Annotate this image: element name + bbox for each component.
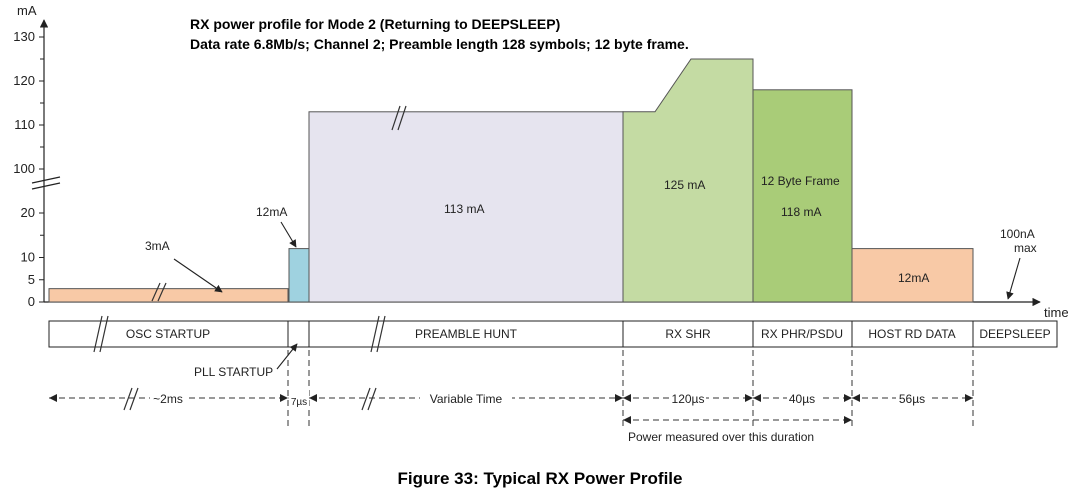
x-axis-label: time	[1044, 305, 1069, 320]
break-marks	[151, 105, 407, 302]
value-label-preamble: 113 mA	[444, 202, 484, 216]
duration-host: 56µs	[899, 392, 925, 406]
phase-rx-phr-psdu: RX PHR/PSDU	[761, 327, 843, 341]
value-label-deepsleep-1: 100nA	[1000, 227, 1035, 241]
y-axis-break	[31, 176, 61, 184]
phase-pll-startup: PLL STARTUP	[194, 365, 273, 379]
duration-phr: 40µs	[789, 392, 815, 406]
phase-bars	[48, 58, 974, 303]
y-tick-label-2: 10	[21, 250, 35, 265]
value-label-host: 12mA	[898, 271, 929, 285]
arrow-osc	[173, 258, 223, 293]
dashed-guides	[49, 350, 974, 428]
phase-deepsleep: DEEPSLEEP	[979, 327, 1050, 341]
bar-osc-startup	[48, 288, 289, 303]
y-tick-label-4: 100	[13, 161, 35, 176]
duration-pll: 7µs	[291, 397, 307, 408]
chart-subtitle: Data rate 6.8Mb/s; Channel 2; Preamble l…	[190, 36, 689, 52]
arrow-deepsleep	[1006, 257, 1021, 300]
phase-preamble-hunt: PREAMBLE HUNT	[415, 327, 518, 341]
arrow-pll-startup	[276, 343, 298, 370]
bar-rx-phr-psdu	[752, 89, 853, 303]
y-tick-label-0: 0	[28, 294, 35, 309]
y-tick-label-1: 5	[28, 272, 35, 287]
value-label-shr: 125 mA	[664, 178, 705, 192]
value-label-phr: 118 mA	[781, 205, 821, 219]
bar-pll-startup	[288, 248, 310, 303]
duration-shr: 120µs	[672, 392, 705, 406]
phase-rx-shr: RX SHR	[665, 327, 711, 341]
value-label-deepsleep-2: max	[1014, 241, 1037, 255]
phase-label-box	[48, 320, 1058, 348]
chart-title: RX power profile for Mode 2 (Returning t…	[190, 16, 560, 32]
bar-host-rd-data	[851, 248, 974, 303]
y-tick-label-3: 20	[21, 205, 35, 220]
phase-label-row: OSC STARTUP PREAMBLE HUNT RX SHR RX PHR/…	[48, 315, 1058, 379]
phase-osc-startup: OSC STARTUP	[126, 327, 210, 341]
power-measured-annotation: Power measured over this duration	[628, 430, 814, 444]
figure-caption: Figure 33: Typical RX Power Profile	[398, 469, 683, 488]
y-ticks: 0 5 10 20 100 110 120 130	[13, 29, 44, 309]
arrow-pll	[280, 221, 297, 248]
value-labels: 3mA 12mA 113 mA 125 mA 12 Byte Frame 118…	[145, 174, 1037, 300]
value-label-pll: 12mA	[256, 205, 287, 219]
y-tick-label-7: 130	[13, 29, 35, 44]
phase-host-rd-data: HOST RD DATA	[868, 327, 955, 341]
value-label-osc: 3mA	[145, 239, 170, 253]
y-tick-label-5: 110	[14, 117, 35, 132]
duration-labels: ~2ms 7µs Variable Time 120µs 40µs 56µs P…	[150, 390, 928, 444]
y-axis-label: mA	[17, 3, 37, 18]
y-tick-label-6: 120	[13, 73, 35, 88]
duration-osc: ~2ms	[153, 392, 183, 406]
duration-preamble: Variable Time	[430, 392, 503, 406]
value-label-frame-title: 12 Byte Frame	[761, 174, 840, 188]
